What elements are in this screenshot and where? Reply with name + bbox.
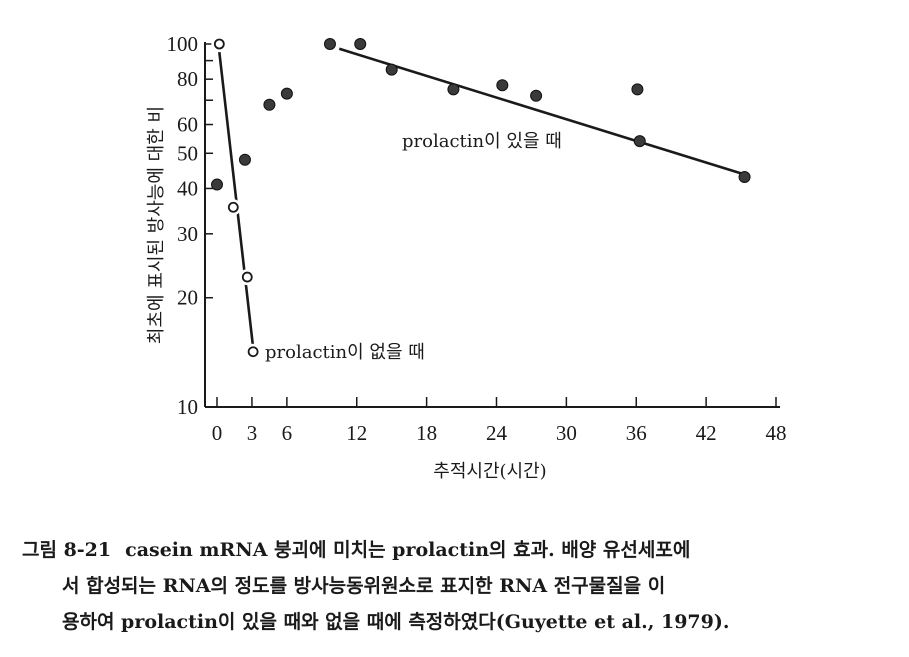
x-axis-label: 추적시간(시간) <box>433 461 546 482</box>
x-tick-label: 12 <box>346 421 367 445</box>
annotation-with-prolactin: prolactin이 있을 때 <box>402 131 562 152</box>
x-tick-label: 3 <box>247 421 258 445</box>
figure-caption: 그림 8-21 casein mRNA 붕괴에 미치는 prolactin의 효과… <box>22 532 892 640</box>
data-point-with-prolactin <box>280 87 293 100</box>
y-axis-label: 최초에 표시된 방사능에 대한 비 <box>146 106 167 344</box>
y-tick-label: 80 <box>177 67 198 91</box>
x-tick-label: 30 <box>556 421 577 445</box>
data-point-with-prolactin <box>323 38 336 50</box>
data-point-with-prolactin <box>496 79 509 92</box>
y-tick-label: 40 <box>177 176 198 200</box>
x-tick-label: 36 <box>626 421 647 445</box>
caption-line-2: 서 합성되는 RNA의 정도를 방사능동위원소로 표지한 RNA 전구물질을 이 <box>62 575 666 597</box>
x-tick-label: 48 <box>766 421 787 445</box>
y-tick-label: 50 <box>177 141 198 165</box>
data-point-with-prolactin <box>738 171 751 184</box>
data-point-with-prolactin <box>263 98 276 111</box>
y-tick-label: 60 <box>177 113 198 137</box>
caption-line-3: 용하여 prolactin이 있을 때와 없을 때에 측정하였다(Guyette… <box>62 611 730 633</box>
data-point-with-prolactin <box>447 83 460 96</box>
data-point-with-prolactin <box>631 83 644 96</box>
x-tick-label: 42 <box>696 421 717 445</box>
x-tick-label: 6 <box>282 421 293 445</box>
x-tick-label: 0 <box>212 421 223 445</box>
data-point-without-prolactin <box>247 346 259 358</box>
y-tick-label: 10 <box>177 395 198 419</box>
y-tick-label: 100 <box>167 32 199 56</box>
fit-line-with-prolactin <box>338 47 742 175</box>
caption-line-1: casein mRNA 붕괴에 미치는 prolactin의 효과. 배양 유선… <box>125 539 691 561</box>
x-tick-label: 18 <box>416 421 437 445</box>
data-point-without-prolactin <box>227 201 239 213</box>
y-tick-label: 20 <box>177 286 198 310</box>
data-point-with-prolactin <box>633 135 646 148</box>
y-tick-label: 30 <box>177 222 198 246</box>
data-point-with-prolactin <box>385 63 398 76</box>
data-point-without-prolactin <box>241 271 253 283</box>
data-point-without-prolactin <box>213 38 225 50</box>
figure-number: 그림 8-21 <box>22 539 112 561</box>
x-tick-label: 24 <box>486 421 508 445</box>
data-point-with-prolactin <box>211 178 223 191</box>
fit-line-without-prolactin <box>218 51 255 348</box>
annotation-without-prolactin: prolactin이 없을 때 <box>265 342 425 363</box>
data-point-with-prolactin <box>238 153 251 166</box>
data-point-with-prolactin <box>354 38 367 50</box>
data-point-with-prolactin <box>530 89 543 102</box>
